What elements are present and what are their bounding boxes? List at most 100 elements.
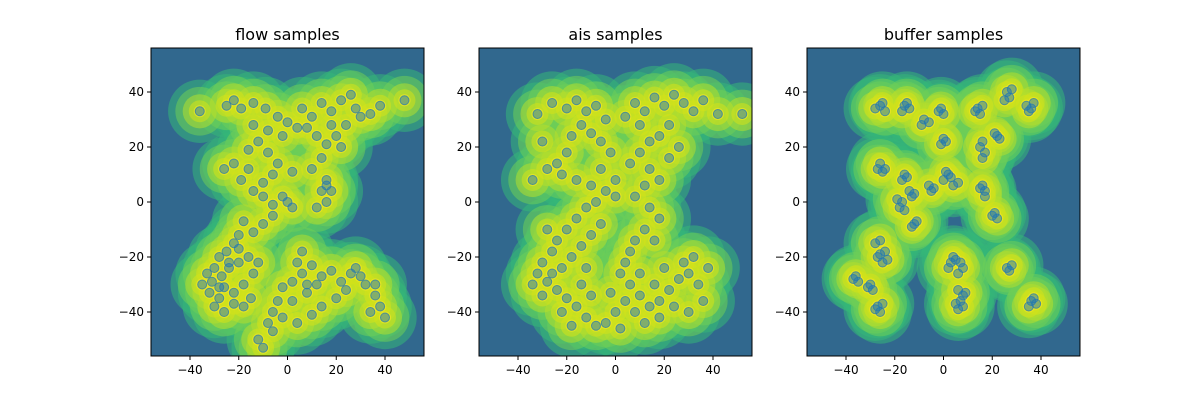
scatter-point — [253, 257, 264, 268]
scatter-point — [673, 274, 684, 284]
scatter-point — [336, 142, 347, 152]
scatter-point — [576, 241, 587, 251]
y-tick-label: 0 — [792, 195, 800, 209]
scatter-point — [649, 279, 660, 290]
scatter-point — [238, 216, 249, 227]
scatter-point — [238, 301, 249, 312]
scatter-point — [955, 257, 966, 268]
scatter-point — [664, 153, 675, 163]
scatter-point — [566, 131, 577, 141]
scatter-point — [999, 95, 1010, 106]
scatter-point — [737, 109, 748, 119]
scatter-point — [916, 120, 927, 130]
scatter-point — [659, 263, 670, 273]
scatter-point — [561, 147, 572, 158]
scatter-point — [673, 142, 684, 152]
x-tick-label: −20 — [226, 363, 251, 377]
scatter-point — [233, 257, 244, 268]
scatter-point — [547, 268, 558, 279]
contour-background — [151, 48, 424, 356]
scatter-point — [688, 252, 699, 262]
y-tick-label: 20 — [129, 140, 144, 154]
x-tick-label: −40 — [505, 363, 530, 377]
scatter-point — [302, 122, 312, 133]
scatter-point — [375, 301, 386, 312]
subplot-title: flow samples — [235, 25, 340, 44]
scatter-point — [630, 98, 640, 108]
x-tick-label: −40 — [833, 363, 858, 377]
scatter-point — [326, 120, 337, 130]
scatter-point — [277, 312, 288, 323]
x-tick-label: 0 — [612, 363, 620, 377]
scatter-point — [336, 276, 347, 287]
subplot-flow-samples: −40 −20 0 20 40 −40 −20 0 20 40 flow samples — [119, 25, 425, 377]
scatter-point — [263, 125, 273, 136]
scatter-point — [345, 268, 356, 279]
scatter-point — [970, 106, 981, 117]
scatter-point — [703, 263, 714, 273]
scatter-point — [605, 287, 616, 298]
scatter-point — [958, 301, 968, 312]
scatter-point — [214, 252, 225, 262]
scatter-point — [644, 164, 655, 174]
y-tick-label: −40 — [775, 305, 800, 319]
scatter-point — [267, 210, 278, 221]
scatter-point — [542, 164, 553, 174]
subplot-title: ais samples — [568, 25, 662, 44]
scatter-point — [571, 213, 582, 224]
y-tick-label: −20 — [775, 250, 800, 264]
scatter-point — [576, 279, 587, 290]
scatter-point — [197, 279, 208, 290]
x-axis: −40 −20 0 20 40 — [505, 356, 721, 377]
scatter-point — [610, 175, 621, 185]
scatter-point — [659, 100, 670, 111]
scatter-point — [1023, 106, 1034, 117]
scatter-point — [219, 164, 230, 174]
scatter-point — [316, 301, 327, 312]
scatter-point — [233, 230, 244, 240]
scatter-point — [683, 268, 694, 279]
x-tick-label: 20 — [657, 363, 672, 377]
scatter-point — [901, 98, 912, 108]
scatter-point — [877, 98, 888, 108]
scatter-point — [236, 103, 247, 114]
scatter-point — [586, 128, 597, 139]
scatter-point — [877, 298, 888, 309]
scatter-point — [355, 271, 366, 282]
scatter-point — [292, 318, 303, 328]
scatter-point — [649, 235, 660, 246]
scatter-point — [870, 304, 881, 315]
scatter-point — [693, 279, 704, 290]
scatter-point — [365, 109, 376, 119]
scatter-point — [316, 98, 327, 108]
scatter-point — [654, 296, 665, 306]
scatter-point — [282, 117, 293, 128]
scatter-point — [216, 271, 227, 282]
scatter-point — [228, 95, 239, 106]
scatter-point — [221, 100, 232, 111]
scatter-point — [654, 213, 665, 224]
scatter-point — [591, 197, 601, 207]
scatter-point — [365, 307, 376, 317]
scatter-point — [581, 106, 592, 117]
scatter-point — [678, 98, 689, 108]
scatter-points — [194, 89, 410, 353]
scatter-point — [630, 191, 640, 202]
scatter-point — [206, 276, 217, 287]
scatter-point — [311, 202, 322, 213]
scatter-point — [292, 122, 303, 133]
scatter-point — [321, 139, 332, 150]
scatter-point — [669, 301, 679, 312]
scatter-point — [263, 318, 273, 328]
scatter-point — [688, 106, 699, 117]
scatter-point — [600, 186, 611, 196]
scatter-point — [698, 95, 709, 106]
scatter-point — [341, 285, 351, 295]
scatter-point — [591, 100, 601, 111]
scatter-point — [224, 257, 234, 268]
scatter-point — [625, 158, 636, 169]
y-tick-label: −20 — [447, 250, 472, 264]
scatter-point — [219, 307, 230, 317]
scatter-point — [214, 293, 225, 304]
